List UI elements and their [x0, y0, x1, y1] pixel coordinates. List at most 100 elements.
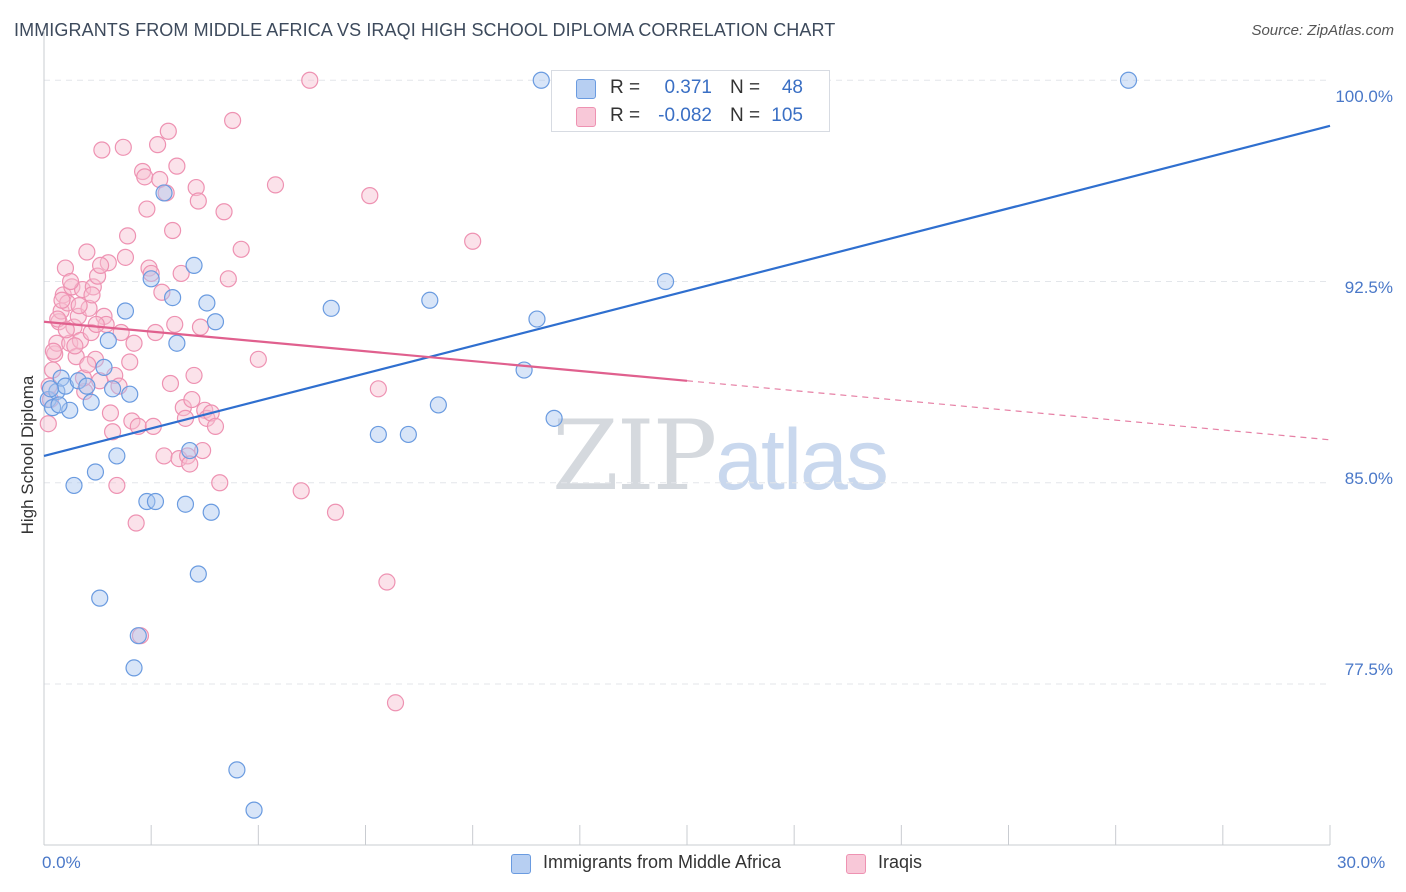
iraqi-point: [386, 694, 405, 712]
legend-swatch-pink: [576, 107, 596, 127]
middle-africa-point: [206, 313, 225, 331]
middle-africa-point: [202, 503, 220, 521]
y-tick-label: 77.5%: [1344, 660, 1393, 679]
legend-label: Immigrants from Middle Africa: [543, 852, 782, 872]
y-tick-label: 85.0%: [1344, 469, 1393, 488]
middle-africa-point: [1119, 71, 1138, 89]
middle-africa-point: [129, 627, 147, 645]
iraqi-point: [224, 111, 242, 130]
iraqi-point: [148, 136, 167, 154]
middle-africa-point: [52, 369, 70, 387]
iraqi-point: [161, 374, 180, 393]
iraqi-point: [219, 270, 237, 288]
middle-africa-point: [545, 409, 563, 427]
y-tick-label: 100.0%: [1335, 87, 1393, 106]
middle-africa-point: [656, 272, 675, 291]
middle-africa-point: [228, 761, 246, 779]
iraqi-point: [116, 248, 135, 266]
iraqi-point: [127, 514, 145, 532]
legend-r-label: R =: [610, 105, 641, 126]
iraqi-point: [118, 227, 137, 245]
middle-africa-point: [95, 358, 113, 376]
iraqi-point: [326, 503, 345, 521]
iraqi-point: [53, 291, 71, 309]
y-tick-label: 92.5%: [1344, 278, 1393, 297]
middle-africa-point: [369, 425, 387, 444]
middle-africa-point: [41, 380, 60, 398]
iraqi-point: [138, 200, 156, 218]
legend-row-middle-africa: R = 0.371 N = 48: [552, 73, 829, 103]
iraqi-point: [73, 280, 92, 299]
legend-swatch-blue: [576, 79, 596, 99]
iraqi-point: [185, 366, 203, 385]
legend-n-label: N =: [730, 105, 761, 126]
middle-africa-point: [91, 589, 109, 607]
iraqi-point: [108, 476, 126, 495]
iraqi-point: [369, 380, 387, 398]
stats-legend: R = 0.371 N = 48 R = -0.082 N = 105: [551, 70, 830, 132]
iraqi-point: [187, 178, 205, 197]
middle-africa-point: [78, 377, 96, 395]
iraqi-point: [164, 221, 182, 240]
middle-africa-point: [322, 299, 340, 317]
middle-africa-point: [146, 492, 165, 511]
iraqi-point: [78, 243, 96, 261]
iraqi-point: [159, 122, 177, 140]
iraqi-point: [292, 482, 310, 500]
middle-africa-point: [164, 289, 182, 307]
iraqi-point: [378, 573, 396, 591]
iraqi-point: [79, 356, 97, 374]
iraqi-point: [136, 168, 154, 186]
iraqi-point: [57, 321, 75, 339]
x-tick-label-min: 0.0%: [42, 853, 81, 872]
middle-africa-point: [65, 476, 83, 495]
middle-africa-point: [50, 396, 68, 414]
source-label: Source: ZipAtlas.com: [1251, 22, 1394, 39]
iraqi-point: [206, 417, 225, 435]
middle-africa-point: [189, 565, 207, 583]
legend-row-iraqis: R = -0.082 N = 105: [552, 101, 829, 131]
middle-africa-point: [103, 380, 122, 398]
iraqi-point: [114, 138, 132, 156]
iraqi-point: [91, 372, 109, 390]
iraqi-point: [87, 315, 105, 334]
middle-africa-point: [421, 291, 439, 309]
iraqi-point: [211, 474, 229, 492]
middle-africa-point: [198, 294, 216, 312]
iraqi-point: [80, 299, 98, 317]
iraqi-point: [155, 447, 173, 465]
middle-africa-point: [168, 334, 186, 352]
middle-africa-point: [86, 463, 105, 481]
middle-africa-point: [142, 270, 160, 288]
iraqi-point: [194, 441, 212, 460]
iraqi-point: [153, 283, 171, 301]
legend-r-value: 0.371: [664, 77, 712, 98]
iraqi-point: [301, 71, 319, 89]
middle-africa-trendline: [43, 124, 1331, 457]
middle-africa-point: [121, 385, 139, 403]
iraqi-point: [83, 286, 101, 304]
iraqi-point: [232, 240, 250, 258]
iraqi-point: [464, 232, 482, 250]
iraqi-point: [93, 141, 111, 159]
iraqi-point: [70, 297, 88, 315]
legend-n-value: 48: [781, 77, 803, 98]
middle-africa-point: [69, 372, 87, 390]
iraqi-point: [191, 318, 210, 336]
iraqi-point: [166, 315, 184, 334]
legend-swatch-pink: [846, 854, 866, 874]
middle-africa-point: [116, 302, 135, 320]
iraqi-point: [181, 455, 199, 473]
legend-label: Iraqis: [878, 852, 923, 872]
middle-africa-point: [429, 396, 447, 414]
middle-africa-point: [125, 659, 143, 677]
iraqi-trendline: [43, 320, 688, 382]
middle-africa-point: [176, 495, 195, 513]
middle-africa-point: [99, 331, 117, 350]
middle-africa-point: [61, 401, 79, 419]
middle-africa-point: [108, 447, 126, 465]
legend-r-value: -0.082: [658, 105, 712, 126]
iraqi-trendline-extension: [686, 380, 1331, 441]
iraqi-point: [168, 157, 186, 175]
